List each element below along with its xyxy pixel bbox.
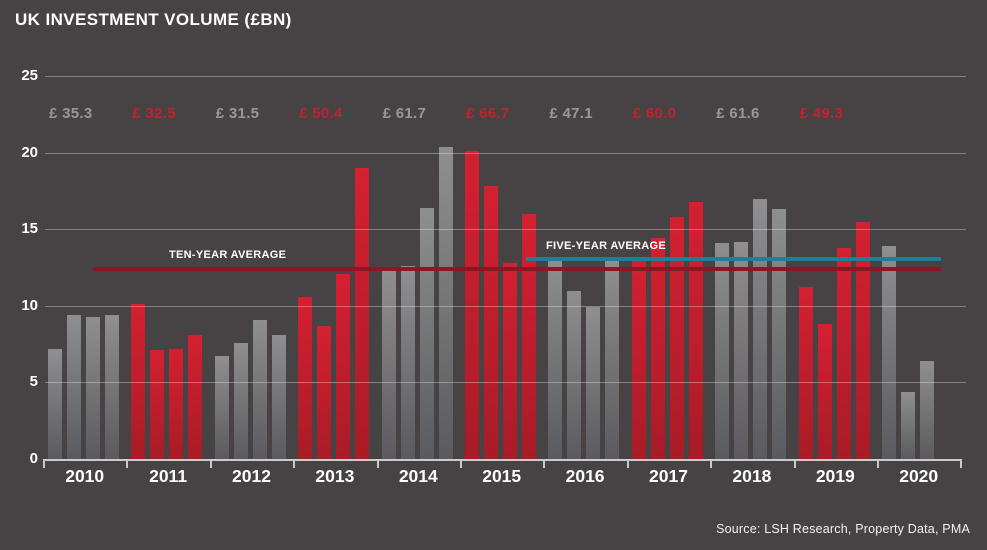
bar-2014-q2	[400, 266, 415, 459]
bar-2020-q1	[882, 246, 896, 459]
y-axis-label-20: 20	[21, 143, 38, 161]
x-axis-label-2020: 2020	[899, 466, 939, 486]
bar-2016-q4	[605, 258, 620, 459]
ten-year-average-line	[93, 267, 941, 271]
x-axis-tick	[460, 459, 462, 468]
bar-2017-q3	[669, 216, 684, 459]
year-total-label-2011: £ 32.5	[132, 105, 176, 122]
y-axis-label-5: 5	[29, 373, 38, 391]
year-total-label-2012: £ 31.5	[215, 105, 260, 122]
x-axis-tick	[293, 459, 296, 468]
year-total-label-2018: £ 61.6	[716, 105, 760, 122]
bar-2010-q3	[86, 316, 100, 459]
bar-2018-q3	[753, 198, 768, 459]
year-total-label-2010: £ 35.3	[49, 105, 93, 122]
y-axis-label-15: 15	[21, 220, 38, 238]
x-axis-label-2010: 2010	[65, 466, 105, 486]
source-note: Source: LSH Research, Property Data, PMA	[716, 522, 970, 536]
bar-2018-q4	[772, 209, 787, 459]
gridline-5	[45, 382, 966, 384]
five-year-average-line	[526, 257, 941, 262]
x-axis-label-2015: 2015	[482, 466, 522, 486]
year-total-label-2017: £ 60.0	[632, 105, 677, 122]
bar-2011-q2	[150, 350, 165, 459]
year-total-label-2014: £ 61.7	[382, 105, 427, 122]
bar-2015-q1	[465, 151, 479, 459]
bar-2017-q1	[631, 259, 646, 459]
year-total-label-2013: £ 50.4	[299, 105, 343, 122]
bar-2019-q3	[836, 247, 851, 459]
x-axis-tick	[43, 459, 45, 468]
x-axis-tick	[626, 459, 629, 468]
five-year-average-label: FIVE-YEAR AVERAGE	[546, 240, 667, 253]
x-axis-label-2017: 2017	[649, 466, 688, 486]
bar-2011-q4	[188, 334, 203, 459]
gridline-10	[45, 305, 966, 307]
x-axis-label-2016: 2016	[565, 466, 605, 486]
year-total-label-2016: £ 47.1	[549, 105, 593, 122]
bar-2013-q2	[317, 325, 332, 459]
gridline-25	[45, 76, 966, 77]
bar-2016-q2	[567, 290, 582, 459]
bar-2012-q3	[252, 319, 267, 459]
year-total-label-2019: £ 49.3	[799, 105, 844, 122]
bar-2011-q1	[131, 304, 146, 459]
bar-2019-q2	[817, 324, 832, 459]
gridline-15	[45, 229, 966, 231]
bar-2015-q4	[522, 213, 536, 459]
bar-2010-q4	[105, 315, 119, 459]
bar-2013-q4	[355, 167, 370, 459]
y-axis-label-10: 10	[21, 296, 38, 314]
y-axis-label-25: 25	[21, 67, 38, 84]
bar-2012-q4	[271, 334, 286, 459]
bar-2019-q1	[798, 287, 813, 459]
year-total-label-2015: £ 66.7	[466, 105, 510, 122]
bar-2016-q3	[586, 307, 601, 459]
bar-2020-q3	[920, 361, 934, 459]
bar-2014-q4	[438, 146, 453, 459]
bar-2013-q3	[336, 273, 351, 459]
x-axis-tick	[877, 459, 879, 468]
ten-year-average-label: TEN-YEAR AVERAGE	[169, 249, 287, 261]
bar-2011-q3	[169, 348, 184, 459]
x-axis-label-2011: 2011	[149, 466, 188, 486]
x-axis-label-2018: 2018	[732, 466, 772, 486]
chart-title: UK INVESTMENT VOLUME (£BN)	[15, 10, 292, 29]
x-axis-label-2013: 2013	[315, 466, 355, 486]
x-axis-tick	[960, 459, 963, 468]
x-axis-label-2012: 2012	[232, 466, 271, 486]
bar-2013-q1	[298, 296, 313, 459]
x-axis-tick	[710, 459, 713, 468]
bar-2014-q1	[381, 270, 396, 459]
x-axis-line	[43, 459, 960, 461]
bar-2012-q1	[214, 356, 229, 459]
x-axis-tick	[543, 459, 546, 468]
bar-2017-q4	[688, 201, 703, 459]
x-axis-tick	[793, 459, 796, 468]
bar-2012-q2	[233, 342, 248, 459]
x-axis-tick	[126, 459, 129, 468]
bar-2019-q4	[855, 221, 870, 459]
bar-2016-q1	[548, 258, 563, 459]
bar-2015-q2	[484, 186, 498, 459]
gridline-20	[45, 152, 966, 154]
x-axis-label-2019: 2019	[815, 466, 855, 486]
bar-2015-q3	[503, 262, 517, 459]
bar-2017-q2	[650, 238, 665, 459]
y-axis-label-0: 0	[29, 450, 38, 467]
bar-2010-q1	[48, 348, 62, 459]
x-axis-tick	[209, 459, 212, 468]
x-axis-label-2014: 2014	[398, 466, 438, 486]
bar-2010-q2	[67, 315, 81, 459]
bar-2018-q1	[715, 243, 730, 459]
bar-2018-q2	[734, 241, 749, 459]
x-axis-tick	[376, 459, 379, 468]
bar-2020-q2	[901, 391, 915, 459]
bar-2014-q3	[419, 207, 434, 459]
